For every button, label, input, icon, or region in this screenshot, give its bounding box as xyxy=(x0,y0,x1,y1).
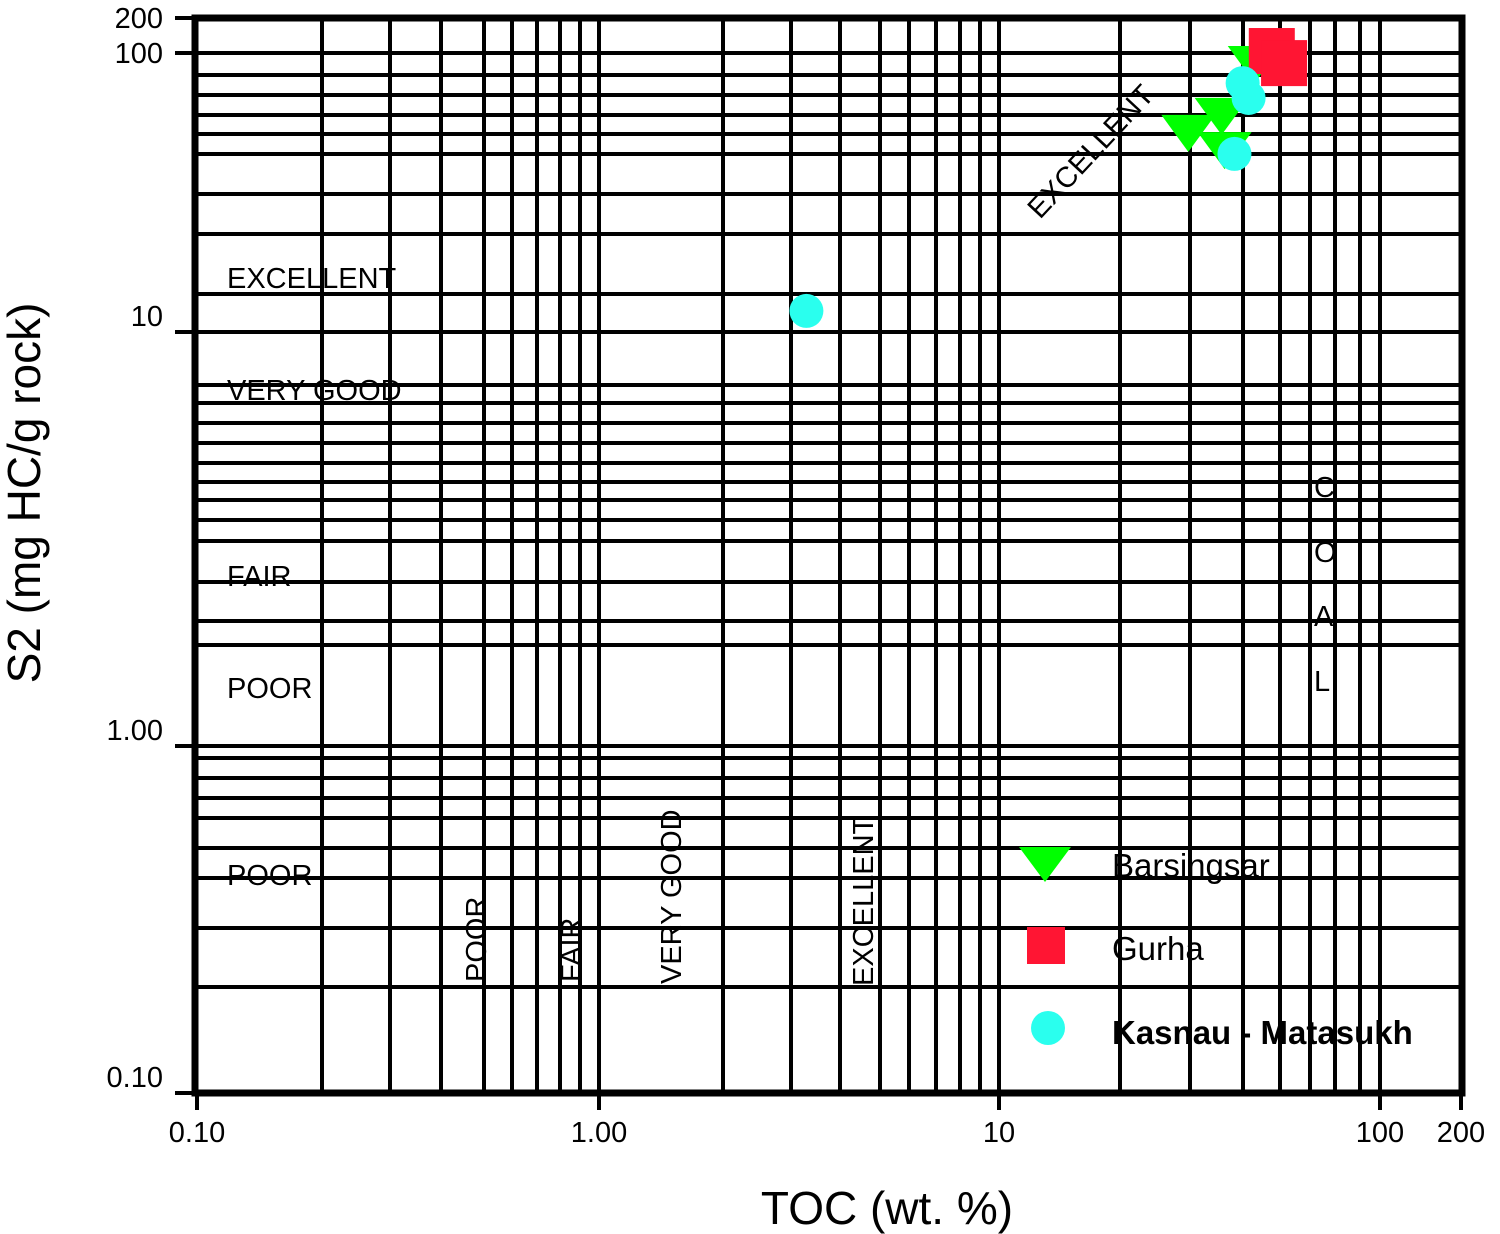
data-point-kasnau-matasukh xyxy=(1231,80,1266,115)
x-axis-title: TOC (wt. %) xyxy=(761,1182,1013,1234)
toc-class-fair: FAIR xyxy=(556,918,588,982)
x-tick-label: 100 xyxy=(1356,1117,1404,1149)
s2-class-poor: POOR xyxy=(227,673,312,705)
data-points xyxy=(789,28,1308,328)
legend-marker-barsingsar xyxy=(1019,847,1071,882)
legend: Barsingsar Gurha Kasnau - Matasukh xyxy=(1019,847,1413,1051)
s2-class-labels: EXCELLENT VERY GOOD FAIR POOR POOR xyxy=(227,263,402,892)
data-point-gurha xyxy=(1261,40,1308,87)
data-point-barsingsar xyxy=(1161,114,1216,152)
legend-label-gurha: Gurha xyxy=(1112,930,1204,967)
s2-class-very-good: VERY GOOD xyxy=(227,375,402,407)
s2-class-fair: FAIR xyxy=(227,561,291,593)
toc-class-excellent: EXCELLENT xyxy=(848,816,880,986)
y-tick-label: 200 xyxy=(115,3,163,35)
data-point-kasnau-matasukh xyxy=(1217,136,1252,171)
x-tick-label: 0.10 xyxy=(169,1117,225,1149)
coal-letter: A xyxy=(1314,601,1334,633)
y-axis-title: S2 (mg HC/g rock) xyxy=(0,303,50,684)
toc-class-very-good: VERY GOOD xyxy=(656,809,688,984)
toc-class-labels: POOR FAIR VERY GOOD EXCELLENT xyxy=(461,809,880,986)
x-tick-label: 1.00 xyxy=(571,1117,627,1149)
legend-marker-gurha xyxy=(1027,927,1065,964)
y-tick-label: 1.00 xyxy=(107,715,163,747)
coal-label: C O A L xyxy=(1314,472,1337,698)
grid-lines xyxy=(195,18,1462,1093)
legend-marker-kasnau-matasukh xyxy=(1031,1011,1065,1045)
diagonal-excellent-label: EXCELLENT xyxy=(1022,79,1161,225)
legend-label-kasnau-matasukh: Kasnau - Matasukh xyxy=(1112,1014,1413,1051)
x-tick-label: 10 xyxy=(983,1117,1015,1149)
y-tick-label: 10 xyxy=(131,301,163,333)
s2-class-excellent: EXCELLENT xyxy=(227,263,397,295)
coal-letter: L xyxy=(1314,666,1330,698)
x-tick-label: 200 xyxy=(1437,1117,1485,1149)
y-tick-label: 0.10 xyxy=(107,1062,163,1094)
data-point-kasnau-matasukh xyxy=(789,293,824,328)
toc-class-poor: POOR xyxy=(461,897,493,982)
coal-letter: C xyxy=(1314,472,1335,504)
coal-letter: O xyxy=(1314,537,1337,569)
s2-class-poor-lower: POOR xyxy=(227,860,312,892)
y-tick-label: 100 xyxy=(115,38,163,70)
legend-label-barsingsar: Barsingsar xyxy=(1112,847,1270,884)
plot-frame xyxy=(191,14,1466,1097)
